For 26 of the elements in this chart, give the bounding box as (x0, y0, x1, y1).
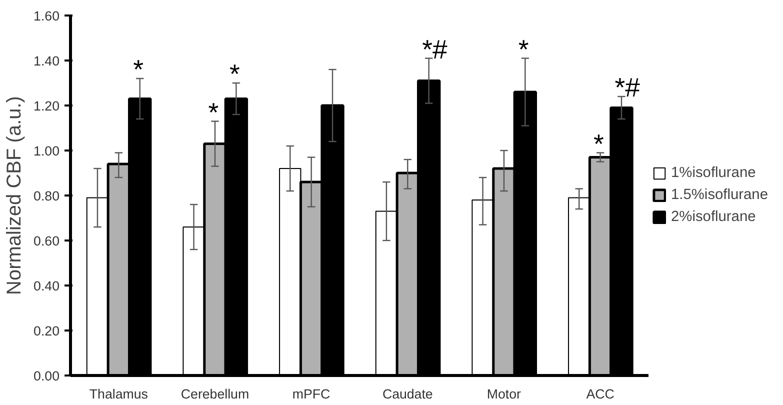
y-tick-label: 1.40 (34, 54, 60, 68)
legend-label: 1.5%isoflurane (671, 187, 768, 203)
x-tick-label: ACC (586, 386, 615, 402)
legend-label: 2%isoflurane (671, 209, 756, 225)
y-tick-label: 0.80 (34, 188, 60, 204)
x-tick-label: Caudate (382, 386, 433, 402)
y-tick-label: 0.20 (34, 324, 60, 338)
y-tick-label: 1.60 (34, 8, 60, 24)
y-tick-label: 1.20 (34, 98, 60, 114)
x-tick-label: Motor (486, 386, 522, 402)
data-label: * (208, 97, 219, 128)
data-label: * (133, 54, 144, 84)
data-label: *# (422, 34, 448, 64)
y-tick-label: 0.00 (34, 368, 60, 384)
y-tick-label: 0.40 (34, 278, 60, 294)
legend-label: 1%isoflurane (671, 165, 756, 181)
y-axis-title: Normalized CBF (a.u.) (4, 96, 26, 295)
data-label: * (229, 59, 240, 89)
y-tick-label: 1.00 (34, 144, 60, 158)
x-tick-label: mPFC (292, 386, 331, 402)
x-tick-label: Thalamus (89, 386, 148, 402)
x-tick-label: Cerebellum (180, 386, 250, 402)
data-label: *# (614, 72, 640, 102)
data-label: * (518, 34, 529, 64)
y-tick-label: 0.60 (34, 234, 60, 248)
data-label: * (594, 128, 604, 159)
